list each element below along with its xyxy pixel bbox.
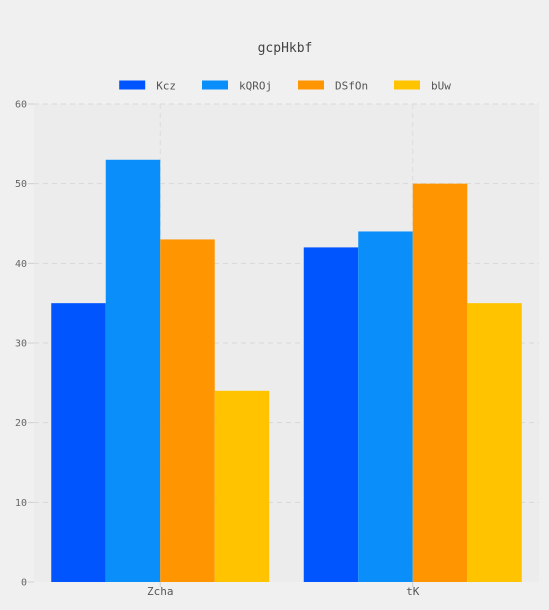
y-tick-label: 60 — [15, 100, 27, 111]
legend-label-DSfOn: DSfOn — [335, 80, 368, 93]
bar-bUw-tK — [467, 303, 522, 582]
legend-label-kQROj: kQROj — [239, 80, 272, 93]
bar-bUw-Zcha — [214, 390, 270, 582]
legend-swatch-Kcz — [119, 80, 146, 90]
bar-kQROj-Zcha — [105, 159, 161, 582]
y-tick-label: 20 — [15, 418, 27, 429]
bar-Kcz-Zcha — [51, 303, 106, 582]
y-tick-label: 0 — [21, 578, 27, 589]
bar-DSfOn-tK — [412, 183, 468, 582]
legend-label-Kcz: Kcz — [156, 80, 176, 93]
bar-kQROj-tK — [358, 231, 413, 582]
bars — [51, 159, 522, 582]
axes: 0 10 20 30 40 50 60 Zcha tK — [15, 100, 420, 599]
legend-label-bUw: bUw — [431, 80, 451, 93]
y-tick-label: 50 — [15, 179, 27, 190]
legend-swatch-bUw — [394, 80, 420, 90]
y-tick-label: 30 — [15, 339, 27, 350]
bar-Kcz-tK — [303, 247, 359, 582]
chart-title: gcpHkbf — [258, 41, 313, 56]
legend-swatch-kQROj — [202, 80, 228, 90]
x-tick-label: tK — [406, 585, 420, 598]
bar-DSfOn-Zcha — [160, 239, 215, 582]
y-tick-label: 40 — [15, 259, 27, 270]
x-tick-label: Zcha — [147, 585, 174, 598]
legend: Kcz kQROj DSfOn bUw — [119, 80, 451, 93]
y-tick-label: 10 — [15, 498, 27, 509]
legend-swatch-DSfOn — [298, 80, 324, 90]
